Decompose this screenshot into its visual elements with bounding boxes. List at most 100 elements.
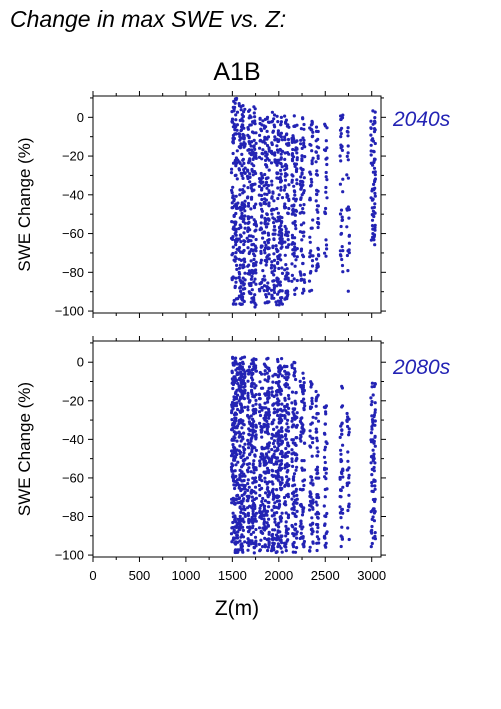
data-point: [249, 532, 253, 537]
data-point: [286, 441, 290, 445]
data-point: [265, 371, 269, 375]
data-point: [323, 251, 327, 255]
data-point: [249, 115, 253, 119]
data-point: [273, 501, 277, 505]
data-point: [339, 488, 343, 493]
data-point: [272, 286, 276, 290]
data-point: [242, 110, 246, 114]
data-point: [293, 292, 297, 296]
data-point: [261, 236, 265, 240]
data-point: [238, 444, 242, 448]
data-point: [270, 179, 274, 183]
data-point: [258, 506, 262, 510]
data-point: [339, 452, 343, 456]
data-point: [274, 523, 278, 527]
data-point: [230, 449, 234, 453]
data-point: [250, 488, 254, 492]
data-point: [265, 115, 270, 119]
data-point: [293, 164, 297, 168]
data-point: [310, 149, 314, 153]
data-point: [290, 273, 294, 277]
data-point: [371, 235, 375, 239]
data-point: [310, 119, 314, 123]
data-point: [283, 483, 287, 487]
data-point: [234, 356, 238, 360]
data-point: [373, 408, 377, 412]
data-point: [274, 434, 278, 438]
data-point: [262, 230, 266, 234]
data-point: [339, 516, 343, 520]
data-point: [229, 171, 234, 175]
data-point: [271, 245, 275, 250]
data-point: [251, 417, 255, 421]
data-point: [258, 138, 263, 142]
data-point: [231, 515, 235, 519]
data-point: [238, 520, 242, 524]
data-point: [266, 233, 271, 237]
data-point: [261, 119, 265, 123]
data-point: [341, 177, 345, 181]
data-point: [347, 502, 351, 506]
data-point: [373, 444, 377, 448]
data-point: [232, 302, 236, 306]
data-point: [277, 420, 281, 424]
data-point: [373, 223, 377, 227]
data-point: [340, 471, 344, 476]
data-point: [247, 427, 251, 431]
data-point: [252, 465, 256, 469]
data-point: [276, 446, 280, 450]
data-point: [246, 127, 250, 131]
data-point: [316, 419, 321, 423]
data-point: [324, 206, 328, 211]
data-point: [238, 468, 242, 472]
data-point: [292, 197, 296, 201]
data-point: [251, 408, 255, 412]
data-point: [233, 238, 237, 242]
data-point: [292, 184, 296, 188]
data-point: [231, 251, 235, 256]
data-point: [273, 517, 277, 521]
data-point: [263, 369, 267, 373]
data-point: [250, 392, 254, 396]
data-point: [308, 444, 312, 448]
data-point: [235, 110, 240, 114]
data-point: [345, 253, 349, 258]
data-point: [237, 257, 241, 261]
data-point: [238, 272, 242, 276]
data-point: [324, 185, 328, 190]
data-point: [238, 365, 242, 370]
data-point: [254, 437, 258, 441]
data-point: [278, 408, 282, 412]
data-point: [233, 436, 237, 440]
data-point: [258, 397, 262, 401]
data-point: [241, 132, 245, 137]
data-point: [235, 482, 239, 486]
data-point: [279, 156, 283, 160]
data-point: [232, 476, 236, 480]
data-point: [347, 208, 351, 212]
data-point: [280, 550, 284, 554]
data-point: [284, 163, 288, 167]
data-point: [254, 202, 258, 206]
data-point: [280, 242, 284, 246]
data-point: [301, 542, 305, 547]
data-point: [371, 170, 375, 174]
data-point: [254, 468, 258, 472]
data-point: [231, 473, 235, 477]
data-point: [252, 459, 256, 463]
data-point: [283, 206, 287, 210]
data-point: [246, 201, 251, 206]
data-point: [280, 426, 284, 430]
data-point: [230, 438, 234, 442]
data-point: [270, 183, 274, 187]
data-point: [246, 438, 250, 442]
data-point: [251, 509, 255, 513]
data-point: [231, 141, 235, 145]
data-point: [230, 117, 235, 121]
data-point: [292, 491, 296, 495]
data-point: [324, 440, 328, 444]
data-point: [341, 190, 345, 194]
data-point: [254, 263, 258, 267]
data-point: [372, 519, 376, 523]
data-point: [251, 242, 256, 246]
